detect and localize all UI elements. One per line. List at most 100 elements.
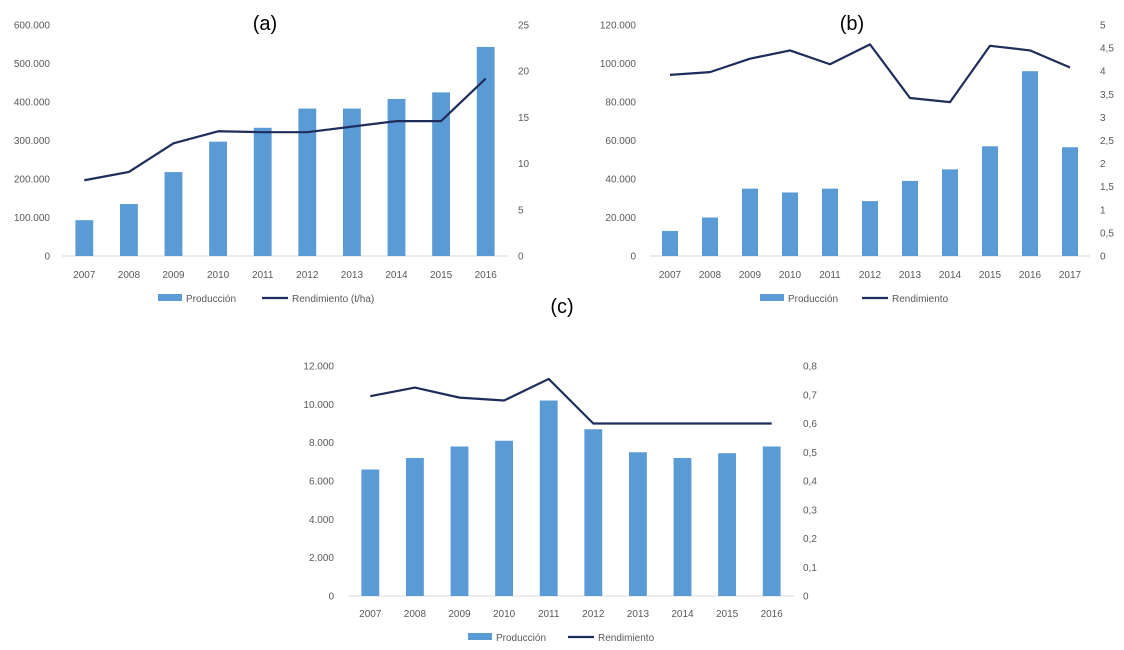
y-left-tick-label: 300.000 bbox=[14, 136, 51, 147]
x-tick-label: 2015 bbox=[430, 270, 453, 281]
bar-produccion bbox=[718, 453, 737, 596]
bar-produccion bbox=[387, 98, 406, 256]
y-right-tick-label: 4,5 bbox=[1100, 44, 1114, 55]
y-left-tick-label: 80.000 bbox=[605, 98, 636, 109]
y-right-tick-label: 0,1 bbox=[803, 563, 817, 574]
panel-label: (b) bbox=[840, 13, 864, 35]
bar-produccion bbox=[782, 192, 798, 256]
x-tick-label: 2014 bbox=[939, 270, 962, 281]
bar-produccion bbox=[405, 458, 424, 596]
bar-produccion bbox=[662, 230, 678, 256]
bar-produccion bbox=[342, 108, 361, 256]
x-tick-label: 2013 bbox=[899, 270, 922, 281]
bar-produccion bbox=[476, 46, 495, 256]
x-tick-label: 2011 bbox=[819, 270, 841, 281]
x-tick-label: 2017 bbox=[1059, 270, 1082, 281]
y-right-tick-label: 0,5 bbox=[1100, 228, 1114, 239]
y-left-tick-label: 40.000 bbox=[605, 175, 636, 186]
legend: Producción Rendimiento (t/ha) bbox=[158, 294, 374, 305]
x-tick-label: 2013 bbox=[627, 609, 650, 620]
bar-produccion bbox=[628, 452, 647, 596]
y-right-tick-label: 0,5 bbox=[803, 448, 817, 459]
legend-label: Producción bbox=[788, 294, 838, 305]
legend-label: Rendimiento bbox=[892, 294, 949, 305]
y-right-tick-label: 5 bbox=[518, 205, 524, 216]
bar-produccion bbox=[450, 446, 469, 596]
bar-produccion bbox=[982, 146, 998, 256]
x-tick-label: 2009 bbox=[162, 270, 185, 281]
y-right-tick-label: 2 bbox=[1100, 159, 1106, 170]
x-tick-label: 2015 bbox=[716, 609, 739, 620]
legend-label: Producción bbox=[496, 633, 546, 644]
y-left-tick-label: 100.000 bbox=[14, 213, 51, 224]
bar-produccion bbox=[942, 169, 958, 256]
x-tick-label: 2007 bbox=[659, 270, 682, 281]
x-tick-label: 2009 bbox=[448, 609, 471, 620]
y-left-tick-label: 2.000 bbox=[309, 553, 334, 564]
x-tick-label: 2010 bbox=[493, 609, 516, 620]
bar-produccion bbox=[762, 446, 781, 596]
x-tick-label: 2016 bbox=[475, 270, 498, 281]
legend-swatch-bar bbox=[158, 294, 182, 301]
x-tick-label: 2014 bbox=[385, 270, 408, 281]
y-right-tick-label: 4 bbox=[1100, 67, 1106, 78]
legend-label: Rendimiento bbox=[598, 633, 655, 644]
y-right-tick-label: 2,5 bbox=[1100, 136, 1114, 147]
y-left-tick-label: 12.000 bbox=[303, 362, 334, 373]
y-right-tick-label: 10 bbox=[518, 159, 530, 170]
x-tick-label: 2014 bbox=[671, 609, 694, 620]
y-right-tick-label: 0,2 bbox=[803, 534, 817, 545]
y-right-tick-label: 0,7 bbox=[803, 390, 817, 401]
bar-produccion bbox=[673, 458, 692, 596]
bar-produccion bbox=[1022, 71, 1038, 256]
y-left-tick-label: 0 bbox=[630, 252, 636, 263]
y-left-tick-label: 120.000 bbox=[600, 21, 637, 32]
legend: Producción Rendimiento bbox=[760, 294, 949, 305]
y-left-tick-label: 4.000 bbox=[309, 515, 334, 526]
line-rendimiento bbox=[669, 43, 1071, 104]
bar-produccion bbox=[702, 217, 718, 256]
x-tick-label: 2007 bbox=[359, 609, 382, 620]
y-right-tick-label: 0,3 bbox=[803, 505, 817, 516]
bar-produccion bbox=[119, 204, 138, 256]
x-tick-label: 2012 bbox=[859, 270, 882, 281]
legend-label: Rendimiento (t/ha) bbox=[292, 294, 374, 305]
x-tick-label: 2007 bbox=[73, 270, 96, 281]
legend-label: Producción bbox=[186, 294, 236, 305]
x-tick-label: 2010 bbox=[779, 270, 802, 281]
bar-produccion bbox=[209, 141, 228, 256]
y-left-tick-label: 6.000 bbox=[309, 477, 334, 488]
bar-produccion bbox=[495, 440, 514, 596]
x-tick-label: 2011 bbox=[252, 270, 274, 281]
x-tick-label: 2008 bbox=[699, 270, 722, 281]
bar-produccion bbox=[432, 92, 451, 256]
y-right-tick-label: 3,5 bbox=[1100, 90, 1114, 101]
y-right-tick-label: 0,6 bbox=[803, 419, 817, 430]
legend: Producción Rendimiento bbox=[468, 633, 655, 644]
bar-produccion bbox=[1062, 147, 1078, 256]
x-tick-label: 2009 bbox=[739, 270, 762, 281]
bar-produccion bbox=[75, 220, 94, 256]
bar-produccion bbox=[584, 429, 603, 596]
legend-swatch-bar bbox=[760, 294, 784, 301]
x-tick-label: 2011 bbox=[538, 609, 560, 620]
panel-label: (c) bbox=[550, 296, 573, 318]
y-left-tick-label: 60.000 bbox=[605, 136, 636, 147]
bar-produccion bbox=[539, 400, 558, 596]
x-tick-label: 2008 bbox=[404, 609, 427, 620]
y-right-tick-label: 25 bbox=[518, 21, 530, 32]
y-right-tick-label: 0 bbox=[518, 252, 524, 263]
y-right-tick-label: 0,8 bbox=[803, 362, 817, 373]
y-left-tick-label: 400.000 bbox=[14, 98, 51, 109]
y-left-tick-label: 8.000 bbox=[309, 438, 334, 449]
x-tick-label: 2012 bbox=[296, 270, 319, 281]
x-tick-label: 2012 bbox=[582, 609, 605, 620]
y-left-tick-label: 0 bbox=[44, 252, 50, 263]
y-left-tick-label: 0 bbox=[328, 592, 334, 603]
x-tick-label: 2016 bbox=[1019, 270, 1042, 281]
line-rendimiento bbox=[84, 77, 487, 182]
bar-produccion bbox=[298, 108, 317, 256]
y-left-tick-label: 20.000 bbox=[605, 213, 636, 224]
panel-label: (a) bbox=[253, 13, 277, 35]
